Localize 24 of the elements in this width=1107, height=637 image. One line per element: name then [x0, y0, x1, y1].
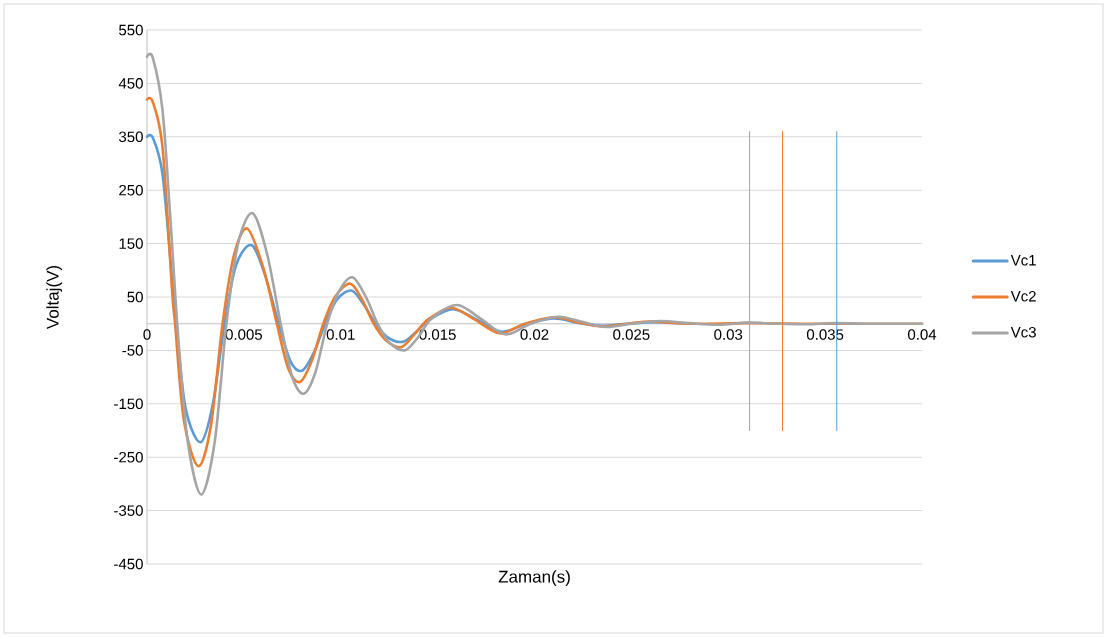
- legend-label: Vc1: [1010, 255, 1036, 266]
- y-tick-label: -250: [114, 451, 143, 463]
- x-tick-label: 0.005: [225, 329, 263, 340]
- x-tick-label: 0.025: [613, 329, 650, 340]
- y-tick-label: 150: [119, 238, 143, 249]
- legend-label: Vc2: [1010, 290, 1036, 302]
- y-tick-label: 450: [118, 78, 143, 89]
- x-tick-label: 0.035: [806, 329, 844, 340]
- x-tick-label: 0.02: [520, 329, 549, 340]
- y-tick-label: 250: [119, 184, 143, 196]
- x-tick-label: 0.01: [326, 329, 355, 340]
- y-tick-label: -50: [122, 345, 143, 356]
- x-axis-title: Zaman(s): [498, 570, 570, 587]
- y-axis-title: Voltaj(V): [46, 265, 63, 330]
- y-tick-label: -450: [114, 558, 143, 570]
- legend-label: Vc3: [1010, 326, 1036, 338]
- y-tick-label: 50: [127, 291, 143, 303]
- x-tick-label: 0: [143, 329, 151, 340]
- y-tick-label: -150: [114, 398, 143, 410]
- y-tick-label: -350: [114, 505, 143, 516]
- x-tick-label: 0.03: [714, 329, 743, 340]
- x-tick-label: 0.04: [908, 329, 937, 340]
- y-tick-label: 350: [119, 131, 143, 143]
- y-tick-label: 550: [119, 24, 143, 36]
